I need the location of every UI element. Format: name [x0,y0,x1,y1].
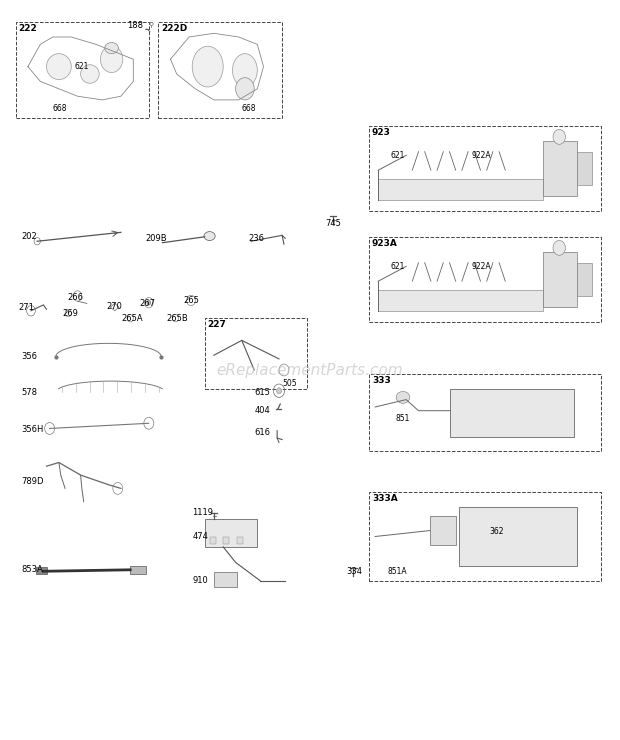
Text: 227: 227 [208,320,226,329]
Text: 1119: 1119 [192,508,213,517]
Text: 668: 668 [242,104,256,113]
Bar [369,126,601,211]
Text: 910: 910 [192,576,208,585]
Bar [36,567,47,574]
Text: 853A: 853A [22,565,43,574]
Bar [158,22,282,118]
Ellipse shape [46,54,71,80]
Text: 270: 270 [107,302,123,311]
Text: 789D: 789D [22,477,44,485]
Text: 209B: 209B [146,234,167,243]
Text: 404: 404 [254,406,270,415]
Text: 922A: 922A [471,262,491,271]
Circle shape [147,300,151,305]
Text: ⚲: ⚲ [149,22,154,28]
Bar [214,572,237,587]
Text: 202: 202 [22,232,37,241]
Text: 236: 236 [248,234,264,243]
Circle shape [100,46,123,73]
Text: eReplacementParts.com: eReplacementParts.com [216,363,404,377]
Ellipse shape [204,232,215,240]
Bar [369,492,601,581]
Circle shape [277,388,281,394]
Ellipse shape [105,43,118,54]
Text: 265A: 265A [121,314,143,323]
Text: 851: 851 [396,414,410,423]
Bar [459,507,577,566]
Bar [130,566,146,574]
Bar [430,516,456,545]
Text: 267: 267 [140,299,156,308]
Bar [577,263,592,296]
Text: 222: 222 [19,24,37,33]
Text: 615: 615 [254,388,270,397]
Text: 851A: 851A [388,567,407,576]
Text: 923: 923 [372,128,391,137]
Bar [205,318,307,388]
Text: 616: 616 [254,428,270,437]
Text: 362: 362 [490,527,504,536]
Bar [237,536,243,544]
Text: 334: 334 [346,567,362,576]
Circle shape [553,240,565,255]
Bar [16,22,149,118]
Text: 265: 265 [183,296,199,305]
Text: 621: 621 [74,62,89,71]
Text: 621: 621 [391,151,405,160]
Ellipse shape [81,65,99,84]
Text: 578: 578 [22,388,38,397]
Ellipse shape [396,391,410,403]
Bar [378,290,542,311]
Text: 333: 333 [372,376,391,385]
Bar [378,179,542,200]
Text: 505: 505 [282,379,297,388]
Bar [542,141,577,196]
Text: 356: 356 [22,352,38,361]
Text: 333A: 333A [372,494,398,503]
Bar [205,519,257,547]
Ellipse shape [192,47,223,87]
Bar [369,374,601,451]
Bar [542,252,577,307]
Text: 188: 188 [127,21,143,30]
Bar [450,388,574,437]
Bar [210,536,216,544]
Circle shape [236,78,254,100]
Bar [223,536,229,544]
Text: 621: 621 [391,262,405,271]
Text: 265B: 265B [166,314,188,323]
Bar [369,237,601,322]
Text: 922A: 922A [471,151,491,160]
Text: 668: 668 [53,104,67,113]
Bar [577,152,592,185]
Ellipse shape [232,54,257,87]
Text: 923A: 923A [372,239,398,248]
Circle shape [553,130,565,144]
Text: 269: 269 [62,309,78,317]
Text: 266: 266 [67,293,83,302]
Text: 222D: 222D [161,24,187,33]
Text: 745: 745 [326,219,342,228]
Text: 356H: 356H [22,425,44,434]
Text: 271: 271 [19,303,35,312]
Text: 474: 474 [192,532,208,541]
